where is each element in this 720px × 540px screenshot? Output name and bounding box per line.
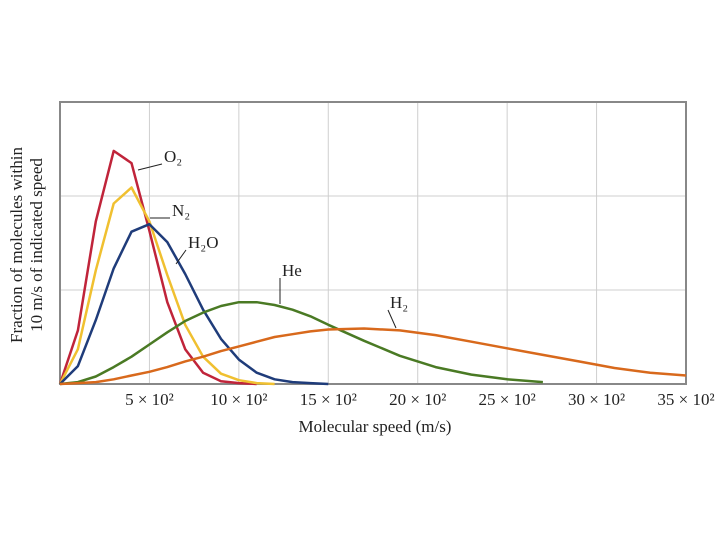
leader-line: [175, 249, 187, 265]
legend-label: N₂: [172, 201, 190, 220]
x-tick-label: 15 × 10²: [300, 390, 357, 409]
x-axis-label: Molecular speed (m/s): [299, 417, 452, 436]
x-tick-label: 10 × 10²: [210, 390, 267, 409]
y-axis-label: Fraction of molecules within: [7, 147, 26, 343]
leader-line: [137, 163, 163, 171]
x-tick-label: 5 × 10²: [125, 390, 174, 409]
plot-frame: [59, 101, 687, 385]
x-tick-label: 35 × 10²: [657, 390, 714, 409]
series-line: [58, 186, 275, 386]
series-line: [59, 300, 543, 386]
y-axis-label: 10 m/s of indicated speed: [27, 158, 46, 332]
legend-label: H₂O: [188, 233, 218, 252]
leader-line: [387, 309, 397, 329]
legend-label: H₂: [390, 293, 408, 312]
x-tick-label: 30 × 10²: [568, 390, 625, 409]
series-line: [58, 149, 257, 386]
x-tick-label: 20 × 10²: [389, 390, 446, 409]
series-line: [59, 222, 329, 386]
series-line: [59, 327, 687, 386]
legend-label: He: [282, 261, 302, 280]
legend-label: O₂: [164, 147, 182, 166]
x-tick-label: 25 × 10²: [479, 390, 536, 409]
